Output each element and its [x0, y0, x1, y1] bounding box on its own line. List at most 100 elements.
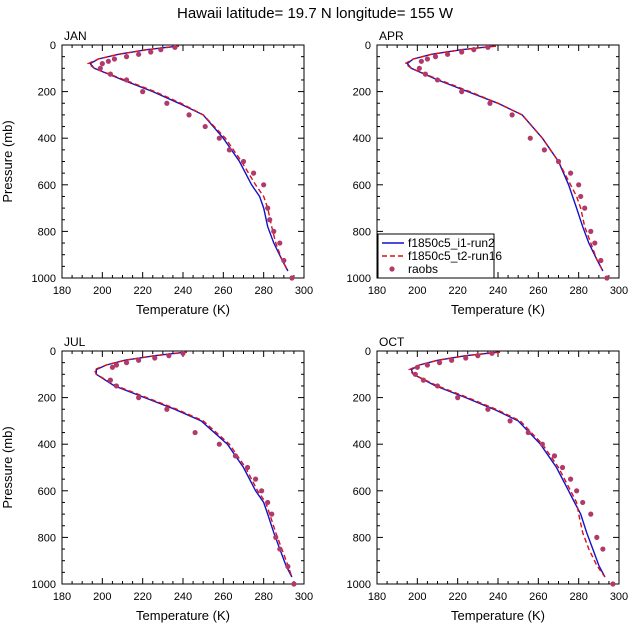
- y-tick-label: 1000: [347, 579, 371, 591]
- raobs-point: [418, 58, 424, 64]
- raobs-point: [432, 54, 439, 60]
- raobs-point: [172, 44, 178, 50]
- x-tick-label: 300: [610, 591, 628, 603]
- y-tick-label: 800: [353, 226, 371, 238]
- x-tick-label: 240: [489, 285, 507, 297]
- x-tick-label: 200: [408, 285, 426, 297]
- x-tick-label: 260: [529, 285, 547, 297]
- raobs-point: [109, 364, 116, 370]
- raobs-point: [240, 158, 247, 165]
- x-axis-label: Temperature (K): [136, 608, 230, 623]
- x-tick-label: 220: [133, 591, 151, 603]
- x-tick-label: 200: [93, 285, 111, 297]
- raobs-point: [424, 56, 431, 62]
- raobs-point: [291, 581, 297, 587]
- y-axis-label: Pressure (mb): [0, 120, 15, 202]
- raobs-point: [244, 464, 251, 471]
- legend-marker-raobs: [389, 266, 395, 272]
- panel-jul: 180 200 220 240 260 280 300 0 200 400 600 800 1000 JU…: [0, 335, 313, 623]
- x-tick-label: 180: [368, 591, 386, 603]
- y-tick-label: 800: [353, 532, 371, 544]
- panel-apr: 180 200 220 240 260 280 300 0 200 400 600 800 1000 AP…: [347, 29, 629, 317]
- y-tick-label: 600: [38, 180, 56, 192]
- raobs-point: [192, 429, 198, 436]
- panel-label: OCT: [379, 335, 405, 349]
- series-line-i1-run2: [95, 351, 293, 578]
- x-tick-label: 260: [529, 591, 547, 603]
- raobs-point: [610, 581, 616, 587]
- y-tick-label: 0: [365, 40, 371, 52]
- x-tick-label: 240: [174, 285, 192, 297]
- raobs-point: [555, 158, 562, 165]
- raobs-point: [414, 364, 420, 370]
- raobs-point: [588, 228, 594, 234]
- raobs-point: [136, 51, 142, 57]
- series-line-i1-run2: [410, 351, 606, 578]
- y-tick-label: 400: [38, 439, 56, 451]
- x-tick-label: 280: [569, 285, 587, 297]
- x-tick-label: 200: [408, 591, 426, 603]
- raobs-point: [277, 546, 283, 552]
- raobs-point: [485, 44, 491, 50]
- legend-entry: raobs: [408, 262, 438, 276]
- raobs-point: [487, 100, 493, 106]
- raobs-point: [259, 488, 265, 494]
- raobs-point: [265, 205, 271, 211]
- x-axis-label: Temperature (K): [451, 608, 545, 623]
- raobs-point: [582, 205, 588, 211]
- raobs-point: [568, 170, 574, 176]
- raobs-point: [416, 65, 422, 71]
- y-axis-label: Pressure (mb): [0, 426, 15, 508]
- y-tick-label: 200: [353, 393, 371, 405]
- raobs-point: [99, 61, 105, 67]
- y-tick-label: 400: [353, 133, 371, 145]
- raobs-point: [113, 362, 120, 368]
- series-line-t2-run16: [403, 45, 604, 272]
- x-tick-label: 300: [610, 285, 628, 297]
- y-tick-label: 200: [353, 87, 371, 99]
- y-tick-label: 800: [38, 532, 56, 544]
- raobs-point: [444, 51, 451, 57]
- x-tick-label: 200: [93, 591, 111, 603]
- x-tick-label: 260: [214, 591, 232, 603]
- raobs-point: [525, 429, 531, 436]
- x-tick-label: 300: [295, 285, 313, 297]
- panel-jan: 180 200 220 240 260 280 300 0 200 400 600 800 1000 JA…: [0, 29, 313, 317]
- raobs-point: [509, 112, 515, 118]
- raobs-point: [422, 71, 428, 77]
- plot-frame: [376, 350, 620, 585]
- raobs-point: [123, 77, 130, 83]
- raobs-point: [269, 511, 275, 517]
- raobs-point: [576, 182, 582, 188]
- raobs-point: [253, 476, 259, 482]
- raobs-point: [202, 123, 208, 130]
- raobs-point: [507, 418, 513, 424]
- raobs-point: [449, 357, 455, 363]
- x-tick-label: 280: [254, 591, 272, 603]
- raobs-point: [180, 350, 186, 356]
- raobs-point: [539, 441, 545, 447]
- y-tick-label: 200: [38, 393, 56, 405]
- x-tick-label: 240: [174, 591, 192, 603]
- raobs-point: [420, 377, 426, 383]
- raobs-point: [107, 71, 113, 77]
- raobs-point: [527, 135, 533, 141]
- x-axis-label: Temperature (K): [451, 302, 545, 317]
- raobs-point: [592, 240, 598, 246]
- figure-title: Hawaii latitude= 19.7 N longitude= 155 W: [177, 5, 454, 22]
- raobs-point: [459, 89, 465, 95]
- raobs-point: [261, 182, 267, 188]
- series-line-t2-run16: [408, 351, 606, 578]
- raobs-point: [271, 228, 277, 234]
- plot-frame: [61, 44, 305, 279]
- raobs-point: [578, 193, 584, 200]
- raobs-point: [250, 170, 257, 176]
- raobs-point: [489, 350, 495, 356]
- x-tick-label: 180: [53, 285, 71, 297]
- raobs-point: [559, 464, 566, 471]
- raobs-point: [412, 371, 418, 377]
- raobs-point: [273, 534, 279, 541]
- series-line-t2-run16: [93, 351, 293, 578]
- raobs-point: [136, 357, 142, 363]
